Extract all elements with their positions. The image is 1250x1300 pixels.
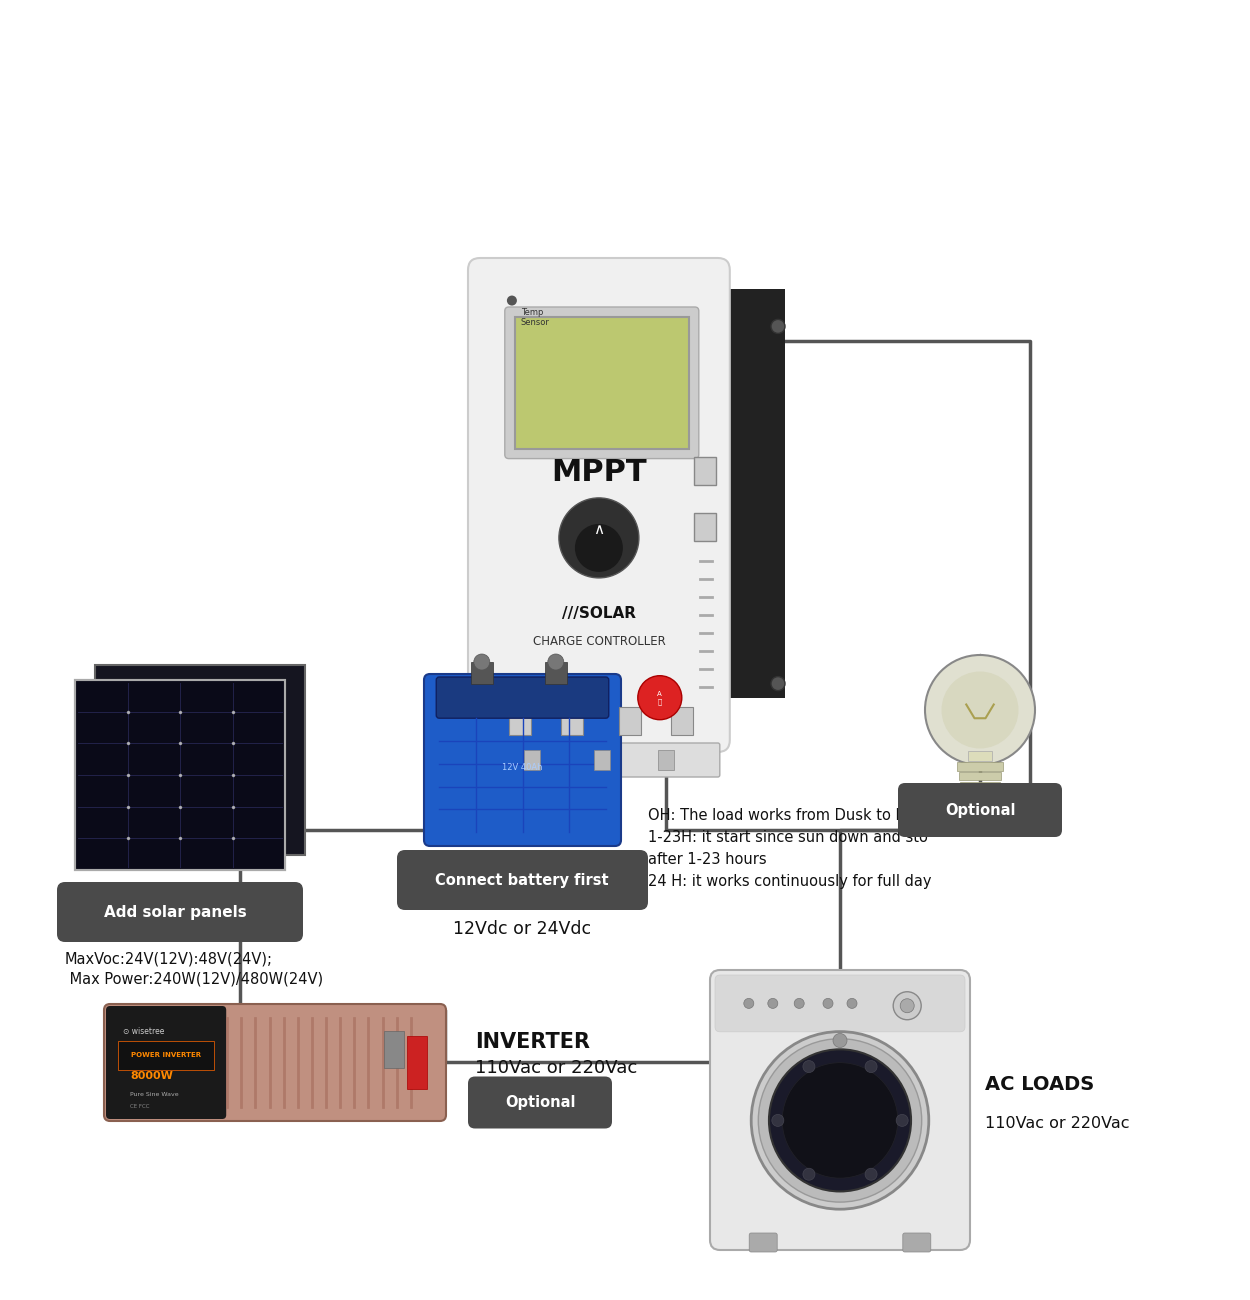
Circle shape [794, 998, 804, 1009]
Circle shape [638, 676, 681, 720]
FancyBboxPatch shape [749, 1232, 778, 1252]
Text: Temp
Sensor: Temp Sensor [520, 308, 550, 328]
Text: Connect battery first: Connect battery first [435, 872, 609, 888]
Text: POWER INVERTER: POWER INVERTER [131, 1052, 201, 1058]
Bar [545, 662, 568, 684]
Circle shape [768, 998, 778, 1009]
Text: 12Vdc or 24Vdc: 12Vdc or 24Vdc [452, 920, 591, 939]
Circle shape [865, 1061, 877, 1072]
Circle shape [559, 498, 639, 578]
FancyBboxPatch shape [694, 514, 715, 541]
Circle shape [771, 1114, 784, 1126]
Circle shape [751, 1032, 929, 1209]
Bar [509, 707, 531, 734]
Circle shape [802, 1169, 815, 1180]
FancyBboxPatch shape [515, 317, 689, 448]
FancyBboxPatch shape [478, 744, 720, 777]
Text: ///SOLAR: ///SOLAR [562, 606, 636, 620]
FancyBboxPatch shape [902, 1232, 931, 1252]
Bar [968, 751, 992, 760]
FancyBboxPatch shape [104, 1004, 446, 1121]
Circle shape [832, 1034, 848, 1048]
Text: ∧: ∧ [594, 523, 605, 537]
Circle shape [548, 654, 564, 670]
FancyBboxPatch shape [710, 970, 970, 1251]
Circle shape [900, 998, 914, 1013]
Text: Optional: Optional [945, 802, 1015, 818]
FancyBboxPatch shape [118, 1040, 214, 1070]
Bar [958, 762, 1002, 771]
Bar [561, 707, 584, 734]
Bar [524, 750, 540, 770]
Circle shape [508, 295, 518, 306]
Bar [959, 772, 1001, 780]
Text: ⊙ wisetree: ⊙ wisetree [124, 1027, 165, 1036]
FancyBboxPatch shape [106, 1006, 226, 1119]
FancyBboxPatch shape [398, 850, 648, 910]
FancyBboxPatch shape [715, 975, 965, 1032]
Circle shape [474, 654, 490, 670]
Bar [384, 1031, 404, 1067]
FancyBboxPatch shape [58, 881, 302, 942]
Text: Add solar panels: Add solar panels [104, 905, 246, 919]
Text: MPPT: MPPT [551, 458, 646, 486]
Text: CE FCC: CE FCC [130, 1104, 150, 1109]
Text: OH: The load works from Dusk to Daw: OH: The load works from Dusk to Daw [648, 809, 928, 823]
FancyBboxPatch shape [468, 1076, 612, 1128]
Circle shape [894, 992, 921, 1019]
Text: MaxVoc:24V(12V):48V(24V);: MaxVoc:24V(12V):48V(24V); [65, 952, 272, 967]
Bar [619, 707, 641, 734]
FancyBboxPatch shape [898, 783, 1062, 837]
FancyBboxPatch shape [424, 673, 621, 846]
Text: Max Power:240W(12V)/480W(24V): Max Power:240W(12V)/480W(24V) [65, 972, 322, 987]
Circle shape [822, 998, 832, 1009]
FancyBboxPatch shape [505, 307, 699, 459]
Text: Optional: Optional [505, 1095, 575, 1110]
Circle shape [865, 1169, 877, 1180]
Circle shape [575, 524, 622, 572]
Circle shape [782, 1062, 898, 1178]
Bar [960, 781, 1000, 790]
Text: 8000W: 8000W [130, 1071, 173, 1082]
Text: 110Vac or 220Vac: 110Vac or 220Vac [475, 1058, 638, 1076]
Bar [471, 662, 492, 684]
FancyBboxPatch shape [468, 257, 730, 751]
Circle shape [848, 998, 858, 1009]
Text: A
警: A 警 [658, 690, 662, 705]
Text: INVERTER: INVERTER [475, 1031, 590, 1052]
Bar [971, 793, 989, 803]
Text: CHARGE CONTROLLER: CHARGE CONTROLLER [532, 634, 665, 647]
Circle shape [896, 1114, 909, 1126]
Bar [671, 707, 694, 734]
Circle shape [925, 655, 1035, 764]
FancyBboxPatch shape [694, 458, 715, 485]
Circle shape [744, 998, 754, 1009]
Bar [95, 666, 305, 855]
FancyBboxPatch shape [706, 289, 785, 698]
Bar [594, 750, 610, 770]
Text: 1-23H: it start since sun down and sto: 1-23H: it start since sun down and sto [648, 829, 928, 845]
Text: after 1-23 hours: after 1-23 hours [648, 852, 766, 867]
Circle shape [941, 672, 1019, 749]
Text: AC LOADS: AC LOADS [985, 1075, 1094, 1093]
Text: 24 H: it works continuously for full day: 24 H: it works continuously for full day [648, 874, 931, 889]
Bar [408, 1036, 426, 1089]
FancyBboxPatch shape [436, 677, 609, 718]
Bar [658, 750, 674, 770]
Circle shape [759, 1039, 921, 1202]
Circle shape [771, 320, 785, 333]
Bar [75, 680, 285, 870]
Circle shape [771, 676, 785, 690]
Text: 110Vac or 220Vac: 110Vac or 220Vac [985, 1115, 1130, 1131]
Circle shape [769, 1049, 911, 1191]
Text: Pure Sine Wave: Pure Sine Wave [130, 1092, 179, 1096]
Bar [75, 680, 285, 870]
Text: 12V 40Ah: 12V 40Ah [503, 763, 542, 772]
Circle shape [802, 1061, 815, 1072]
